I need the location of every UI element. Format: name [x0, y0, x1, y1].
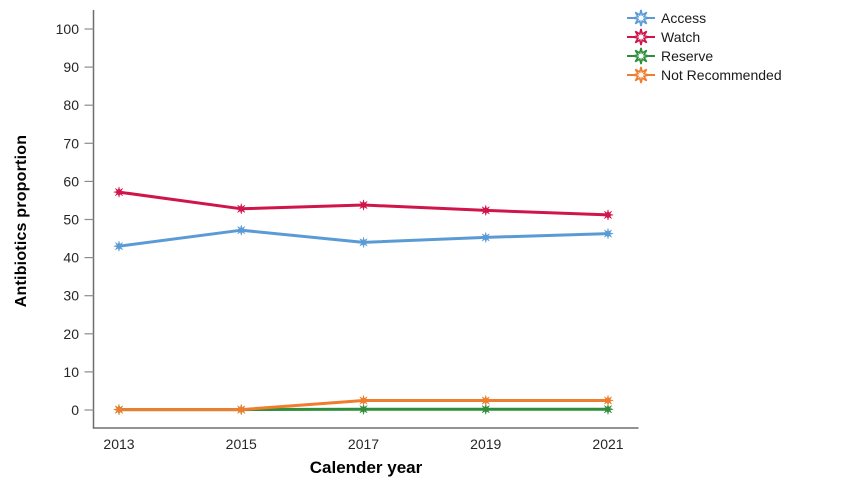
data-point-marker-reserve — [358, 403, 369, 415]
data-point-marker-access — [358, 237, 369, 248]
x-tick-label: 2017 — [348, 436, 379, 452]
legend-label-reserve: Reserve — [661, 47, 714, 64]
data-point-marker-watch — [235, 203, 247, 215]
y-tick-label: 60 — [63, 173, 79, 189]
legend-marker-not-recommended-icon — [627, 66, 655, 83]
legend-item-access: Access — [626, 8, 782, 27]
legend-marker-reserve-icon — [627, 47, 655, 64]
y-tick-label: 50 — [63, 212, 79, 228]
x-tick-label: 2013 — [103, 436, 134, 452]
data-point-marker-not-recommended — [235, 404, 247, 415]
y-tick-label: 40 — [63, 250, 79, 266]
data-point-marker-not-recommended — [113, 404, 125, 415]
x-axis-title: Calender year — [309, 458, 423, 477]
y-tick-label: 30 — [63, 288, 79, 304]
x-tick-label: 2021 — [592, 436, 623, 452]
data-point-marker-watch — [602, 209, 614, 221]
data-point-marker-reserve — [480, 403, 492, 415]
data-point-marker-watch — [358, 199, 369, 211]
legend-label-not-recommended: Not Recommended — [661, 66, 782, 83]
data-point-marker-access — [113, 240, 125, 252]
y-tick-label: 70 — [63, 135, 79, 151]
y-tick-label: 0 — [71, 402, 79, 418]
y-tick-label: 20 — [63, 326, 79, 342]
data-point-marker-not-recommended — [480, 395, 492, 406]
legend-label-access: Access — [661, 9, 707, 26]
x-tick-label: 2015 — [226, 436, 257, 452]
data-point-marker-access — [235, 224, 247, 236]
data-point-marker-watch — [480, 205, 492, 216]
y-tick-label: 100 — [56, 21, 80, 37]
legend-item-reserve: Reserve — [626, 46, 782, 65]
data-point-marker-reserve — [602, 403, 614, 415]
legend-label-watch: Watch — [661, 28, 701, 45]
y-tick-label: 80 — [63, 97, 79, 113]
data-point-marker-watch — [113, 186, 125, 198]
legend-marker-access-icon — [627, 9, 655, 26]
data-point-marker-not-recommended — [358, 395, 369, 406]
y-tick-label: 10 — [63, 364, 79, 380]
y-tick-label: 90 — [63, 59, 79, 75]
legend-item-not-recommended: Not Recommended — [626, 65, 782, 84]
data-point-marker-access — [602, 228, 614, 239]
data-point-marker-not-recommended — [602, 395, 614, 406]
legend-marker-watch-icon — [627, 28, 655, 45]
legend-item-watch: Watch — [626, 27, 782, 46]
data-point-marker-access — [480, 232, 492, 243]
legend: Access Watch Reserve Not Recommended — [626, 8, 782, 84]
x-tick-label: 2019 — [470, 436, 501, 452]
